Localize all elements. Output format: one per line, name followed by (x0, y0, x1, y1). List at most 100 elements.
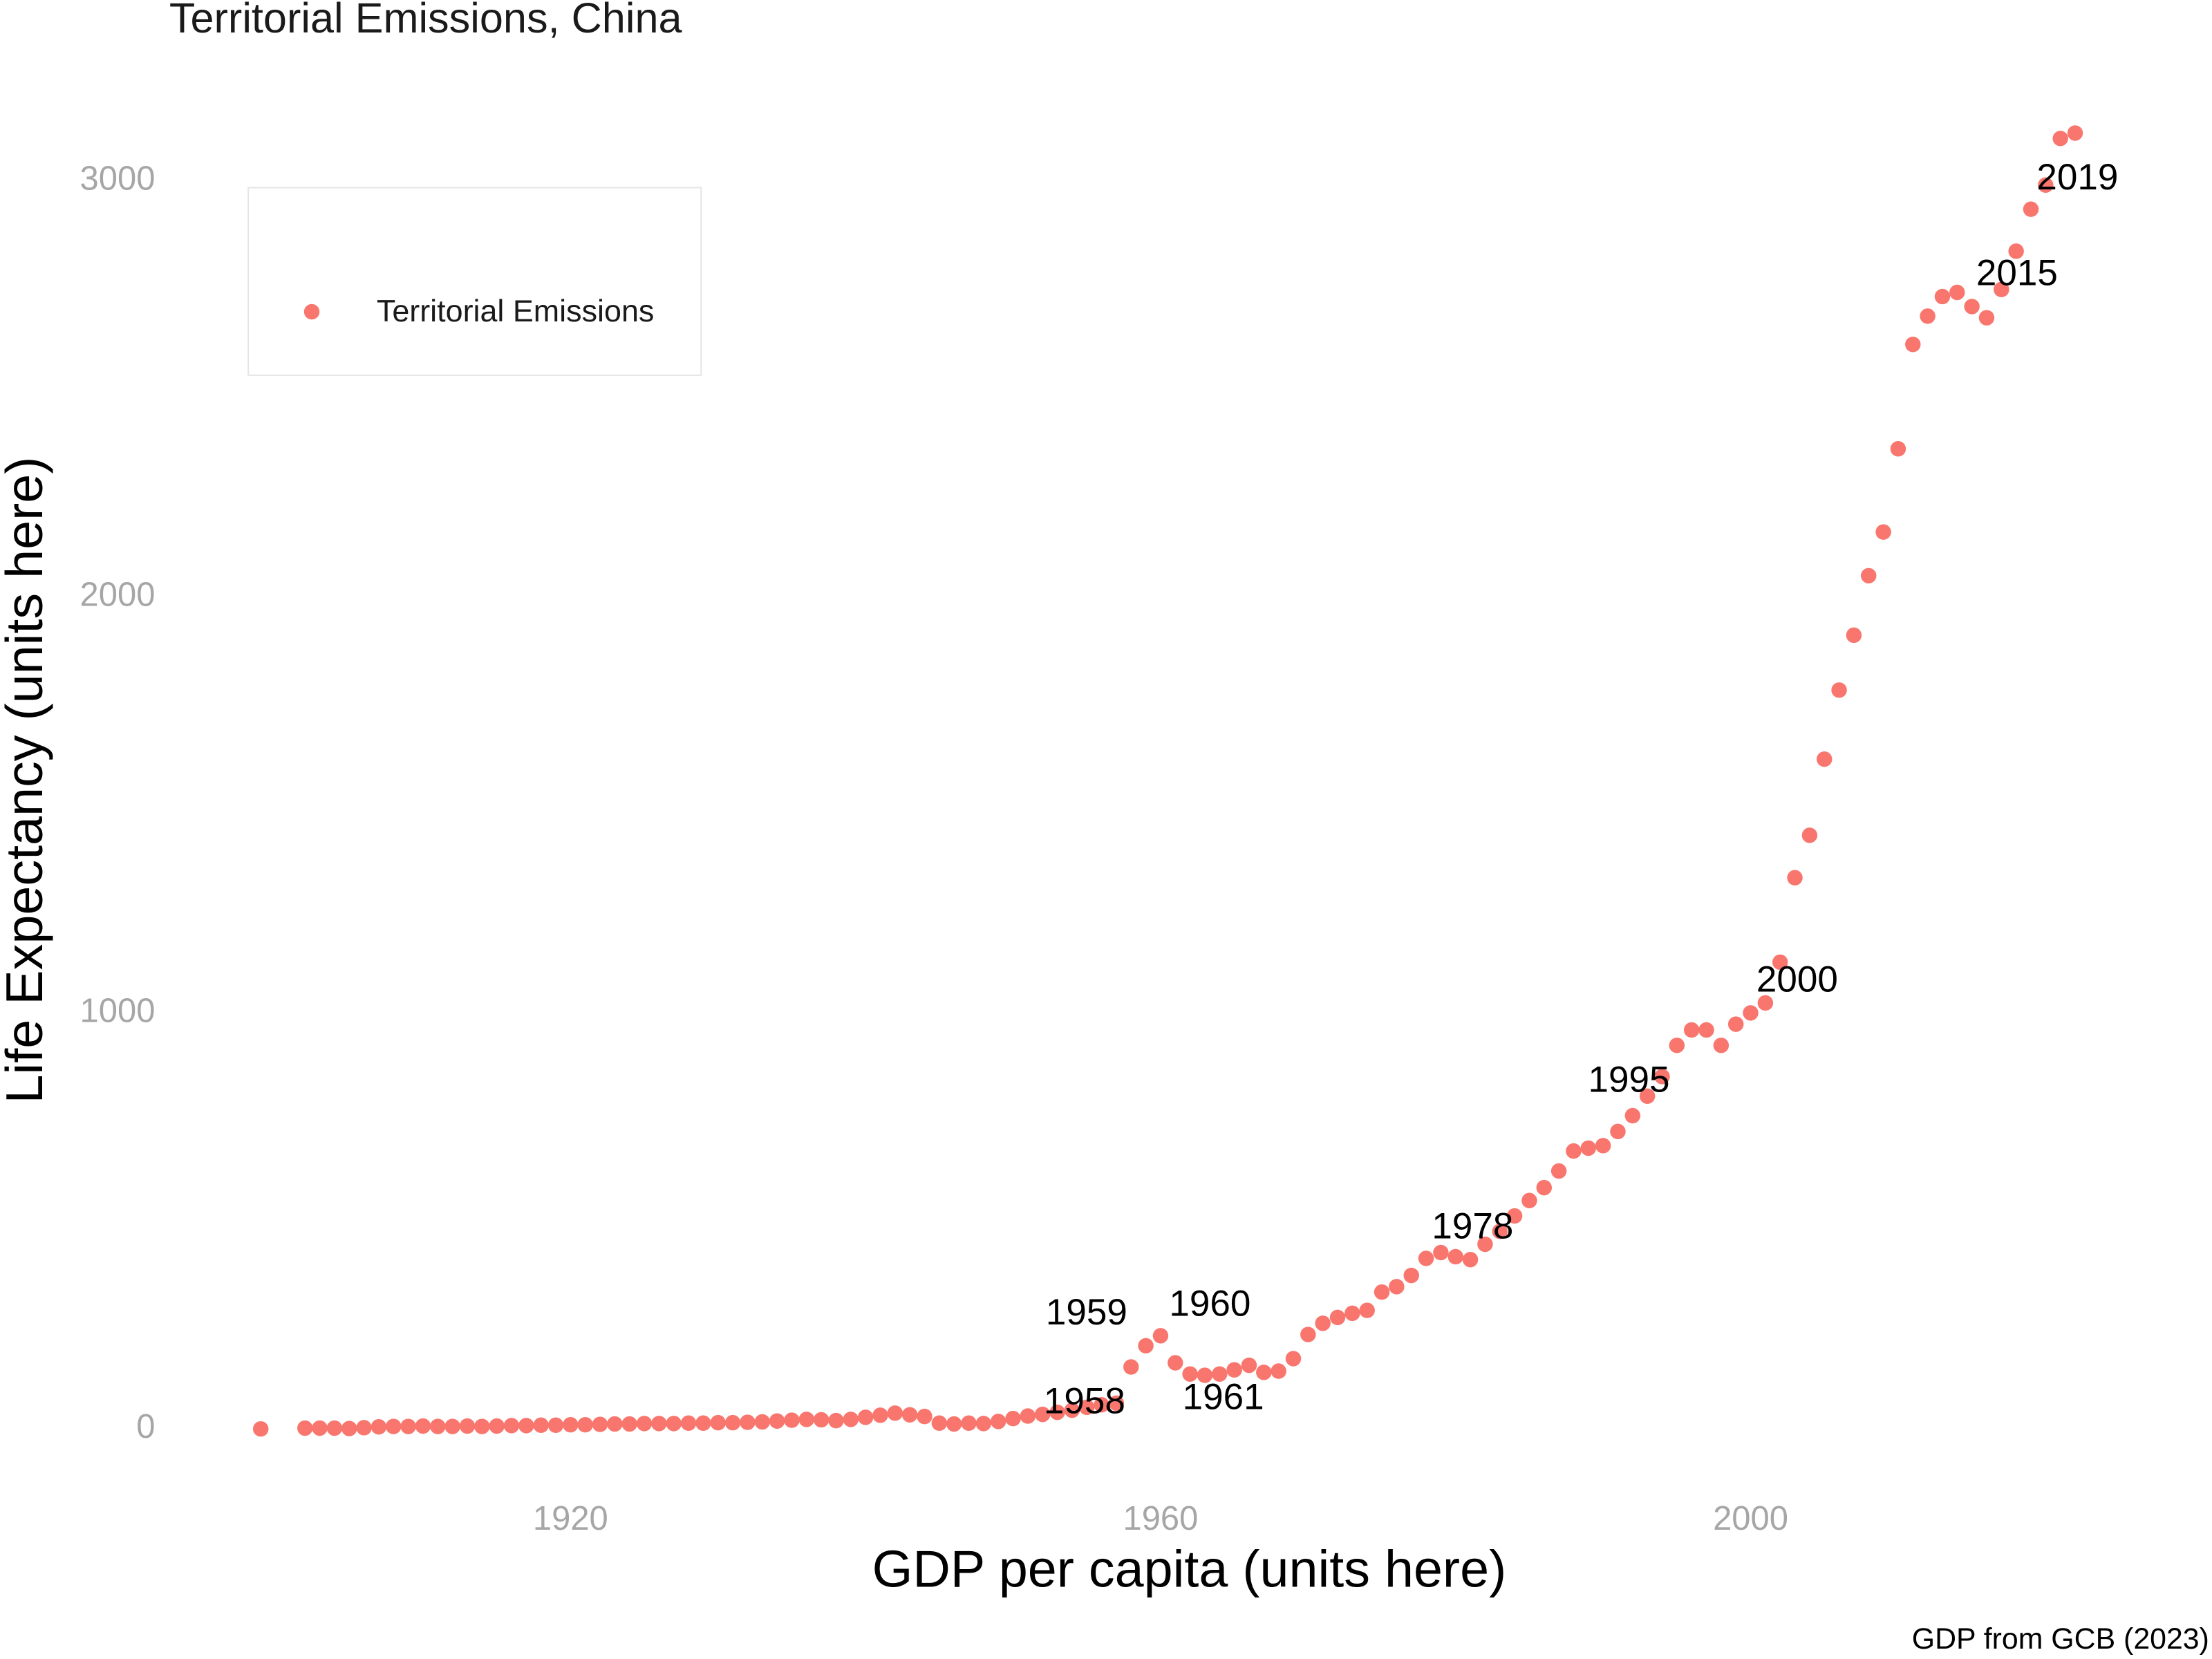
data-point (2067, 125, 2083, 141)
x-axis-title: GDP per capita (units here) (872, 1540, 1507, 1598)
data-point (1005, 1410, 1021, 1427)
data-point (975, 1416, 992, 1432)
data-point (710, 1414, 726, 1431)
data-point (1389, 1279, 1405, 1295)
point-annotation: 2015 (1976, 253, 2058, 294)
data-point (400, 1418, 416, 1434)
data-point (651, 1416, 667, 1432)
data-point (577, 1416, 593, 1433)
data-point (1787, 870, 1803, 885)
data-point (813, 1412, 830, 1428)
data-point (1713, 1038, 1730, 1053)
data-point (1182, 1366, 1198, 1382)
x-tick-label: 1920 (533, 1500, 608, 1537)
data-point (1079, 1399, 1095, 1416)
y-tick-label: 3000 (80, 160, 156, 198)
data-point (430, 1418, 446, 1434)
data-point (1462, 1252, 1479, 1268)
legend-label: Territorial Emissions (377, 293, 654, 328)
y-axis-title: Life Expectancy (units here) (0, 457, 54, 1104)
data-point (1743, 1005, 1759, 1021)
point-annotation: 1961 (1183, 1377, 1264, 1418)
data-point (1034, 1406, 1051, 1423)
point-annotation: 1959 (1046, 1292, 1127, 1333)
data-point (1727, 1016, 1744, 1032)
data-point (607, 1416, 623, 1432)
data-point (1403, 1267, 1419, 1284)
x-tick-label: 2000 (1713, 1500, 1788, 1537)
data-point (636, 1416, 653, 1432)
data-point (724, 1414, 741, 1431)
data-point (1669, 1038, 1685, 1053)
data-point (474, 1418, 490, 1434)
data-point (1934, 288, 1951, 305)
data-point (740, 1414, 756, 1430)
legend: Territorial Emissions (247, 187, 702, 376)
y-tick-label: 0 (136, 1408, 155, 1445)
data-point (843, 1412, 859, 1427)
data-point (592, 1416, 608, 1432)
data-point (1152, 1328, 1169, 1344)
point-annotation: 1995 (1588, 1059, 1669, 1100)
data-point (1610, 1123, 1626, 1140)
data-point (1315, 1315, 1331, 1331)
data-point (1949, 284, 1965, 301)
data-point (1624, 1107, 1641, 1124)
legend-marker (303, 303, 320, 320)
data-point (1817, 751, 1833, 767)
data-point (459, 1418, 476, 1434)
data-point (1639, 1088, 1656, 1104)
data-point (326, 1420, 343, 1436)
data-point (1064, 1402, 1080, 1418)
data-point (1138, 1338, 1154, 1354)
data-point (1168, 1355, 1183, 1371)
data-point (887, 1405, 903, 1421)
data-point (1506, 1208, 1523, 1224)
data-point (1447, 1248, 1463, 1265)
data-point (1831, 682, 1847, 698)
data-point (1566, 1143, 1582, 1159)
data-point (1212, 1366, 1228, 1382)
data-point (1329, 1309, 1346, 1326)
data-point (1197, 1367, 1213, 1383)
data-point (1123, 1359, 1139, 1375)
data-point (415, 1418, 431, 1434)
data-point (901, 1407, 918, 1423)
x-tick-label: 1960 (1123, 1500, 1198, 1537)
chart-title: Territorial Emissions, China (169, 0, 683, 41)
data-point (1492, 1224, 1508, 1239)
data-point (931, 1415, 948, 1431)
data-point (1550, 1163, 1567, 1179)
data-point (1964, 299, 1980, 315)
data-point (754, 1414, 770, 1430)
point-annotation: 1960 (1169, 1284, 1250, 1324)
data-point (518, 1418, 534, 1434)
data-point (1890, 441, 1906, 457)
data-point (1698, 1022, 1714, 1038)
data-point (621, 1416, 637, 1432)
data-point (547, 1417, 564, 1433)
data-point (872, 1407, 888, 1423)
data-point (341, 1421, 357, 1436)
data-point (1905, 336, 1921, 353)
data-point (1683, 1022, 1700, 1038)
data-point (2038, 177, 2054, 193)
point-annotation: 1958 (1044, 1381, 1125, 1422)
data-point (503, 1418, 520, 1434)
data-point (1757, 995, 1774, 1011)
data-point (990, 1414, 1006, 1430)
data-point (356, 1420, 372, 1436)
data-point (784, 1412, 800, 1428)
data-point (798, 1412, 815, 1427)
data-point (2052, 131, 2068, 147)
data-point (563, 1416, 579, 1433)
caption: GDP from GCB (2023) (1912, 1622, 2209, 1656)
data-point (1772, 954, 1788, 971)
data-point (1654, 1069, 1670, 1085)
data-point (1108, 1395, 1125, 1412)
data-point (1433, 1244, 1449, 1261)
data-point (1094, 1397, 1109, 1413)
data-point (1978, 310, 1995, 326)
data-point (1285, 1351, 1302, 1367)
